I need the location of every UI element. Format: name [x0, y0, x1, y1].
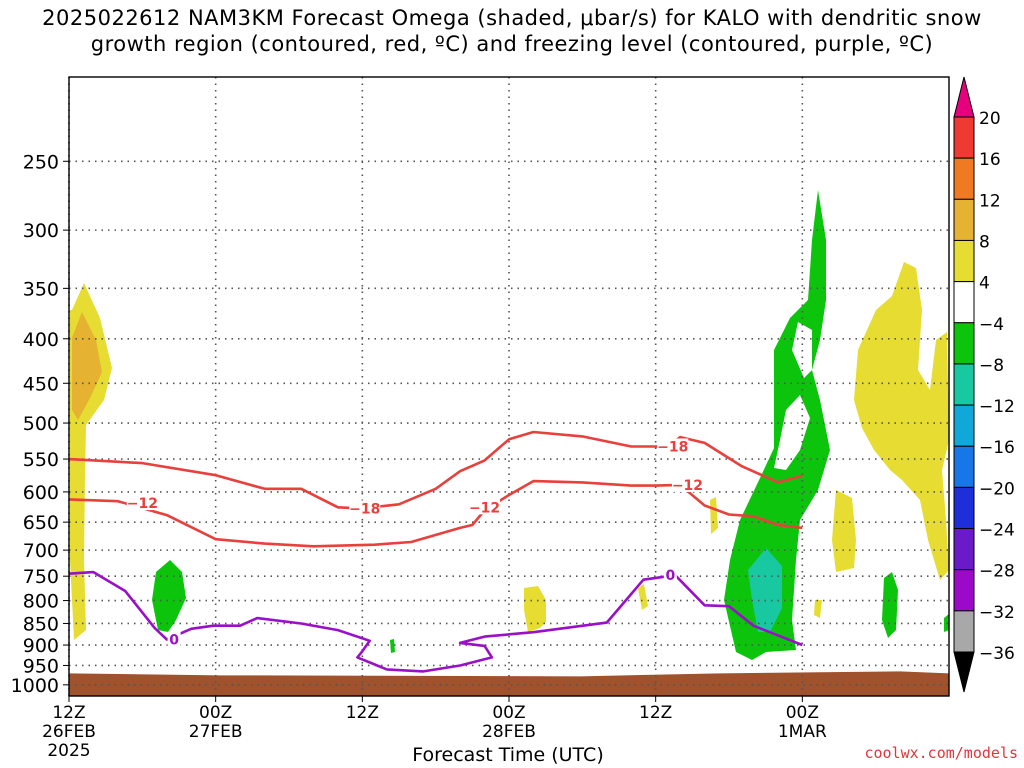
omega-region-9	[748, 548, 782, 632]
colorbar-top-triangle	[953, 76, 975, 118]
colorbar-band-12	[953, 569, 975, 612]
colorbar-band-7	[953, 363, 975, 406]
colorbar-label: 12	[979, 191, 1001, 211]
colorbar-label: −8	[979, 356, 1004, 376]
omega-region-5	[524, 586, 546, 632]
y-tick-label: 350	[23, 278, 59, 300]
colorbar-label: −24	[979, 521, 1015, 541]
colorbar-band-11	[953, 528, 975, 571]
contour-line-0	[68, 570, 803, 673]
credit-text: coolwx.com/models	[864, 744, 1018, 762]
contour-label-bg	[663, 567, 677, 583]
y-tick-label: 450	[23, 373, 59, 395]
contour-label-bg	[671, 476, 703, 492]
colorbar-label: −12	[979, 397, 1015, 417]
colorbar-label: 8	[979, 232, 990, 252]
colorbar-label: −32	[979, 603, 1015, 623]
x-tick-label: 00Z	[786, 703, 819, 723]
omega-region-2	[72, 312, 102, 420]
x-tick-label: 2025	[47, 741, 90, 761]
x-tick-label: 28FEB	[482, 722, 536, 742]
colorbar-label: −28	[979, 562, 1015, 582]
colorbar-band-2	[953, 157, 975, 200]
colorbar-band-10	[953, 486, 975, 530]
x-tick-label: 00Z	[492, 703, 525, 723]
x-tick-label: 12Z	[52, 703, 85, 723]
y-tick-label: 750	[23, 566, 59, 588]
terrain-layer	[69, 671, 949, 696]
contours-layer: −18 −18 −12 −12 −12 0 0	[68, 430, 803, 673]
y-tick-label: 950	[23, 655, 59, 677]
contour-label: −18	[657, 439, 688, 455]
chart-title-line-2: growth region (contoured, red, ºC) and f…	[90, 32, 934, 56]
omega-region-14	[854, 262, 949, 580]
contour-label: 0	[169, 633, 179, 649]
colorbar-label: −16	[979, 438, 1015, 458]
omega-region-12	[814, 600, 822, 618]
omega-region-3	[152, 560, 186, 632]
colorbar-label: 4	[979, 274, 990, 294]
x-tick-label: 12Z	[346, 703, 379, 723]
y-tick-label: 850	[23, 613, 59, 635]
y-tick-label: 650	[23, 512, 59, 534]
colorbar-band-4	[953, 239, 975, 283]
colorbar-band-6	[953, 322, 975, 365]
axes-labels: 2503003504004505005506006507007508008509…	[11, 151, 827, 761]
colorbar: 20 16 12 8 4 −4 −8 −12 −16 −20 −24 −28 −32 −36	[953, 76, 1015, 693]
x-axis-title: Forecast Time (UTC)	[412, 744, 604, 766]
omega-region-13	[832, 490, 856, 572]
x-tick-label: 00Z	[199, 703, 232, 723]
colorbar-label: −36	[979, 644, 1015, 664]
terrain-fill	[69, 671, 949, 696]
y-tick-label: 700	[23, 540, 59, 562]
contour-label: −12	[127, 496, 158, 512]
x-tick-label: 27FEB	[189, 722, 243, 742]
y-tick-label: 250	[23, 151, 59, 173]
contour-label-bg	[167, 631, 181, 647]
contour-label-bg	[349, 500, 381, 516]
omega-region-7	[710, 497, 718, 534]
x-tick-label: 12Z	[639, 703, 672, 723]
contour-label-bg	[469, 499, 501, 515]
colorbar-band-9	[953, 445, 975, 488]
colorbar-band-5	[953, 281, 975, 324]
omega-region-11	[774, 395, 810, 470]
y-tick-label: 1000	[11, 675, 59, 697]
y-tick-label: 400	[23, 329, 59, 351]
contour-label: −18	[349, 502, 380, 518]
omega-region-15	[882, 572, 898, 638]
omega-region-8	[724, 190, 830, 660]
omega-shading-layer	[70, 190, 949, 660]
chart-title-line-1: 2025022612 NAM3KM Forecast Omega (shaded…	[42, 6, 982, 30]
x-tick-label: 1MAR	[778, 722, 827, 742]
contour-label: 0	[665, 568, 675, 584]
y-tick-label: 300	[23, 220, 59, 242]
contour-label: −12	[469, 500, 500, 516]
omega-region-6	[638, 584, 648, 610]
y-tick-label: 550	[23, 449, 59, 471]
colorbar-band-13	[953, 610, 975, 653]
colorbar-band-8	[953, 404, 975, 447]
contour-label-bg	[657, 438, 689, 454]
colorbar-band-3	[953, 198, 975, 241]
y-tick-label: 900	[23, 635, 59, 657]
colorbar-band-1	[953, 116, 975, 159]
colorbar-label: −4	[979, 315, 1004, 335]
contour-line--18	[68, 430, 803, 510]
colorbar-label: 20	[979, 109, 1001, 129]
x-tick-label: 26FEB	[42, 722, 96, 742]
colorbar-label: −20	[979, 479, 1015, 499]
contour-label: −12	[672, 478, 703, 494]
omega-region-4	[390, 639, 395, 653]
colorbar-label: 16	[979, 150, 1001, 170]
y-tick-label: 800	[23, 591, 59, 613]
colorbar-bottom-triangle	[953, 651, 975, 693]
y-tick-label: 500	[23, 413, 59, 435]
y-tick-label: 600	[23, 482, 59, 504]
contour-label-bg	[126, 495, 158, 511]
